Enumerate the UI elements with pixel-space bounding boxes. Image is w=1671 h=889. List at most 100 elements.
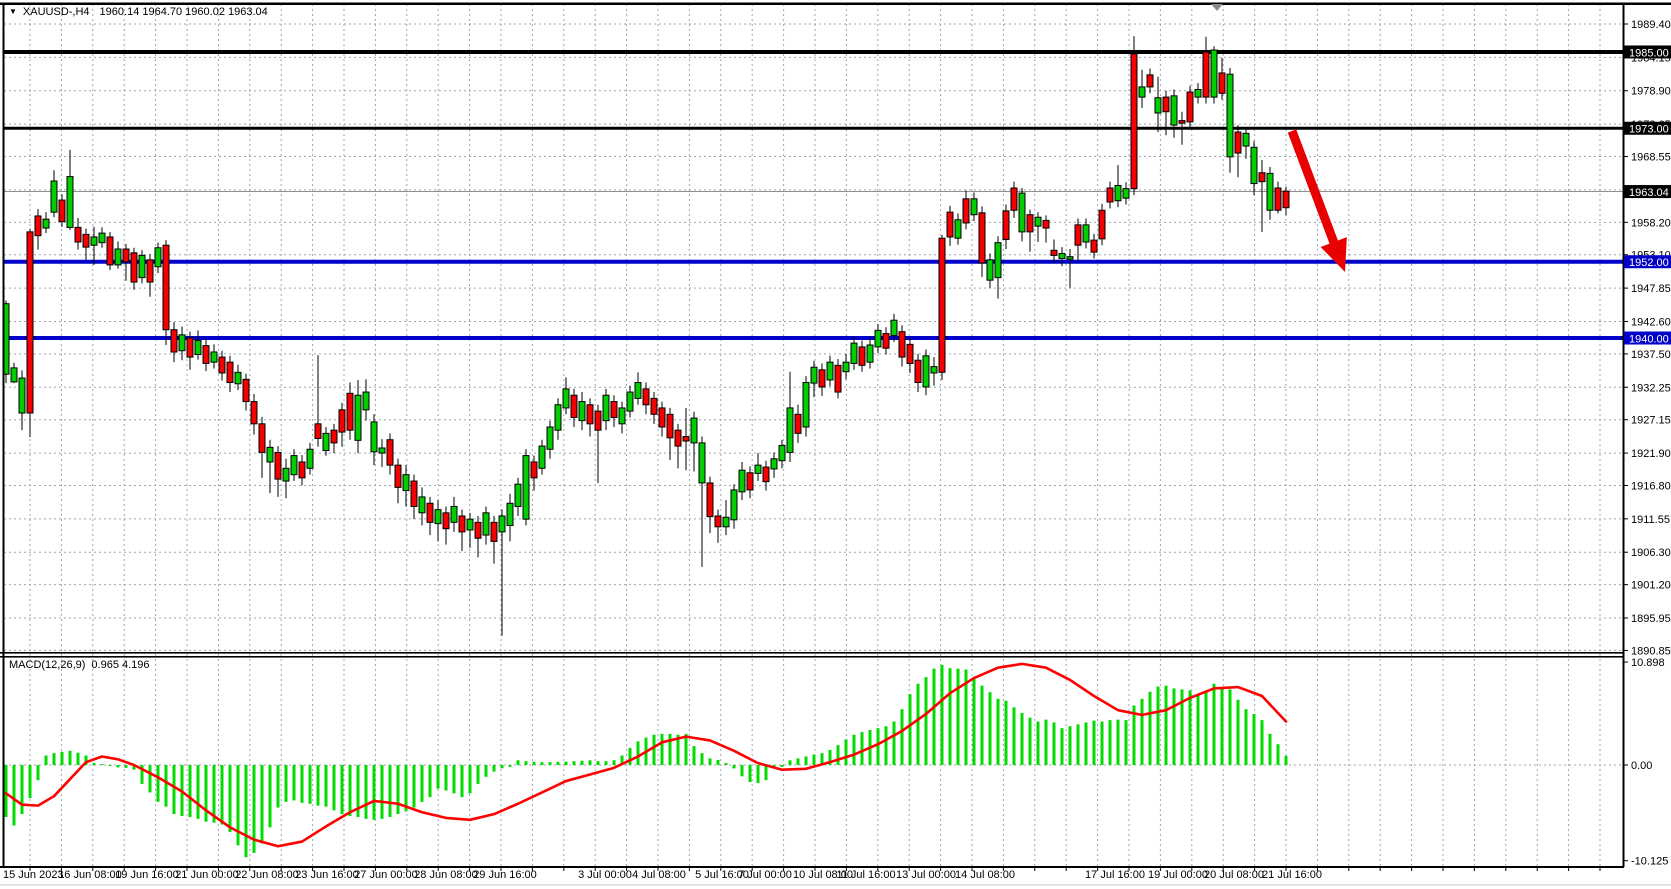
candle-body-up <box>1226 73 1234 158</box>
time-axis-label[interactable]: 5 Jul 16:00 <box>695 869 749 881</box>
macd-histogram-bar <box>132 765 136 770</box>
macd-histogram-bar <box>1164 685 1168 765</box>
candle-body-down <box>490 521 498 542</box>
candle-body-up <box>890 319 898 336</box>
time-axis-label[interactable]: 28 Jun 08:00 <box>414 869 478 881</box>
candle-body-down <box>218 356 226 374</box>
macd-histogram-bar <box>188 765 192 817</box>
macd-histogram-bar <box>4 765 8 817</box>
macd-histogram-bar <box>1132 705 1136 765</box>
macd-histogram-bar <box>924 677 928 765</box>
candle-body-up <box>1138 86 1146 98</box>
macd-histogram-bar <box>1028 717 1032 765</box>
macd-histogram-bar <box>796 758 800 765</box>
macd-histogram-bar <box>1108 720 1112 765</box>
time-axis-label[interactable]: 21 Jul 16:00 <box>1262 869 1322 881</box>
price-axis-label: 1916.80 <box>1631 480 1671 492</box>
candle-body-down <box>442 512 450 530</box>
candle-body-up <box>994 242 1002 279</box>
macd-histogram-bar <box>956 668 960 765</box>
time-axis-label[interactable]: 10 Jul 08:00 <box>793 869 853 881</box>
macd-histogram-bar <box>332 765 336 811</box>
chart-shift-marker-icon[interactable] <box>1211 4 1223 11</box>
candle-body-down <box>386 439 394 466</box>
time-axis-label[interactable]: 3 Jul 00:00 <box>578 869 632 881</box>
candle-body-up <box>1034 216 1042 227</box>
macd-histogram-bar <box>684 733 688 765</box>
trend-arrow-shaft[interactable] <box>1287 129 1340 248</box>
time-axis-label[interactable]: 21 Jun 00:00 <box>175 869 239 881</box>
macd-histogram-bar <box>1268 733 1272 765</box>
macd-histogram-bar <box>508 765 512 767</box>
macd-histogram-bar <box>1052 722 1056 765</box>
macd-histogram-bar <box>732 765 736 769</box>
time-axis-label[interactable]: 29 Jun 16:00 <box>473 869 537 881</box>
time-axis-label[interactable]: 16 Jun 08:00 <box>58 869 122 881</box>
macd-histogram-bar <box>892 721 896 765</box>
time-axis-label[interactable]: 4 Jul 08:00 <box>632 869 686 881</box>
candle-body-up <box>866 344 874 363</box>
macd-histogram-bar <box>900 709 904 765</box>
macd-indicator-label: MACD(12,26,9) 0.965 4.196 <box>9 659 156 671</box>
macd-histogram-bar <box>876 728 880 765</box>
time-axis-label[interactable]: 20 Jul 08:00 <box>1204 869 1264 881</box>
macd-histogram-bar <box>556 761 560 765</box>
price-badge <box>1624 185 1671 199</box>
macd-histogram-bar <box>1188 690 1192 765</box>
macd-histogram-bar <box>244 765 248 858</box>
price-axis-label: 1906.30 <box>1631 547 1671 559</box>
macd-histogram-bar <box>1060 728 1064 765</box>
candle-body-up <box>634 382 642 399</box>
macd-histogram-bar <box>852 734 856 765</box>
price-axis-label: 1942.60 <box>1631 316 1671 328</box>
candle-body-down <box>1042 219 1050 229</box>
price-axis-label: 1927.15 <box>1631 415 1671 427</box>
candle-body-up <box>522 455 530 520</box>
time-axis-label[interactable]: 11 Jul 16:00 <box>836 869 895 881</box>
macd-histogram-bar <box>860 731 864 765</box>
macd-histogram-bar <box>436 765 440 789</box>
candle-body-down <box>298 461 306 479</box>
candle-body-up <box>1058 252 1066 260</box>
time-axis-label[interactable]: 17 Jul 16:00 <box>1085 869 1145 881</box>
macd-histogram-bar <box>540 762 544 765</box>
macd-histogram-bar <box>1244 709 1248 765</box>
candle-body-down <box>130 252 138 283</box>
time-axis-label[interactable]: 7 Jul 00:00 <box>738 869 792 881</box>
macd-histogram-bar <box>468 765 472 794</box>
macd-histogram-bar <box>1084 722 1088 765</box>
panel-separator-2[interactable] <box>0 656 1624 658</box>
macd-histogram-bar <box>44 755 48 765</box>
time-axis-label[interactable]: 23 Jun 16:00 <box>295 869 359 881</box>
macd-histogram-bar <box>532 761 536 765</box>
time-axis-label[interactable]: 15 Jun 2023 <box>3 869 64 881</box>
candle-body-down <box>794 413 802 434</box>
right-border <box>1622 4 1625 867</box>
macd-histogram-bar <box>588 760 592 765</box>
macd-histogram-bar <box>660 733 664 765</box>
macd-histogram-bar <box>836 745 840 765</box>
candle-body-up <box>730 489 738 521</box>
candle-body-down <box>106 236 114 266</box>
macd-histogram-bar <box>580 760 584 765</box>
panel-separator-1[interactable] <box>0 652 1624 654</box>
time-axis-label[interactable]: 19 Jun 16:00 <box>115 869 179 881</box>
symbol-dropdown-icon[interactable]: ▼ <box>9 7 17 16</box>
time-axis-label[interactable]: 13 Jul 00:00 <box>896 869 956 881</box>
candle-body-up <box>802 382 810 428</box>
time-axis-label[interactable]: 27 Jun 00:00 <box>354 869 418 881</box>
macd-histogram-bar <box>1204 690 1208 765</box>
trend-arrow-head[interactable] <box>1320 237 1347 272</box>
price-badge-text: 1963.04 <box>1629 187 1669 199</box>
macd-histogram-bar <box>548 762 552 765</box>
candle-body-up <box>826 361 834 381</box>
macd-histogram-bar <box>716 759 720 765</box>
time-axis-label[interactable]: 19 Jul 00:00 <box>1148 869 1208 881</box>
macd-histogram-bar <box>844 739 848 765</box>
macd-histogram-bar <box>124 765 128 768</box>
time-axis-label[interactable]: 22 Jun 08:00 <box>235 869 299 881</box>
macd-histogram-bar <box>52 753 56 765</box>
time-axis-label[interactable]: 14 Jul 08:00 <box>955 869 1015 881</box>
candle-body-up <box>1194 88 1202 98</box>
